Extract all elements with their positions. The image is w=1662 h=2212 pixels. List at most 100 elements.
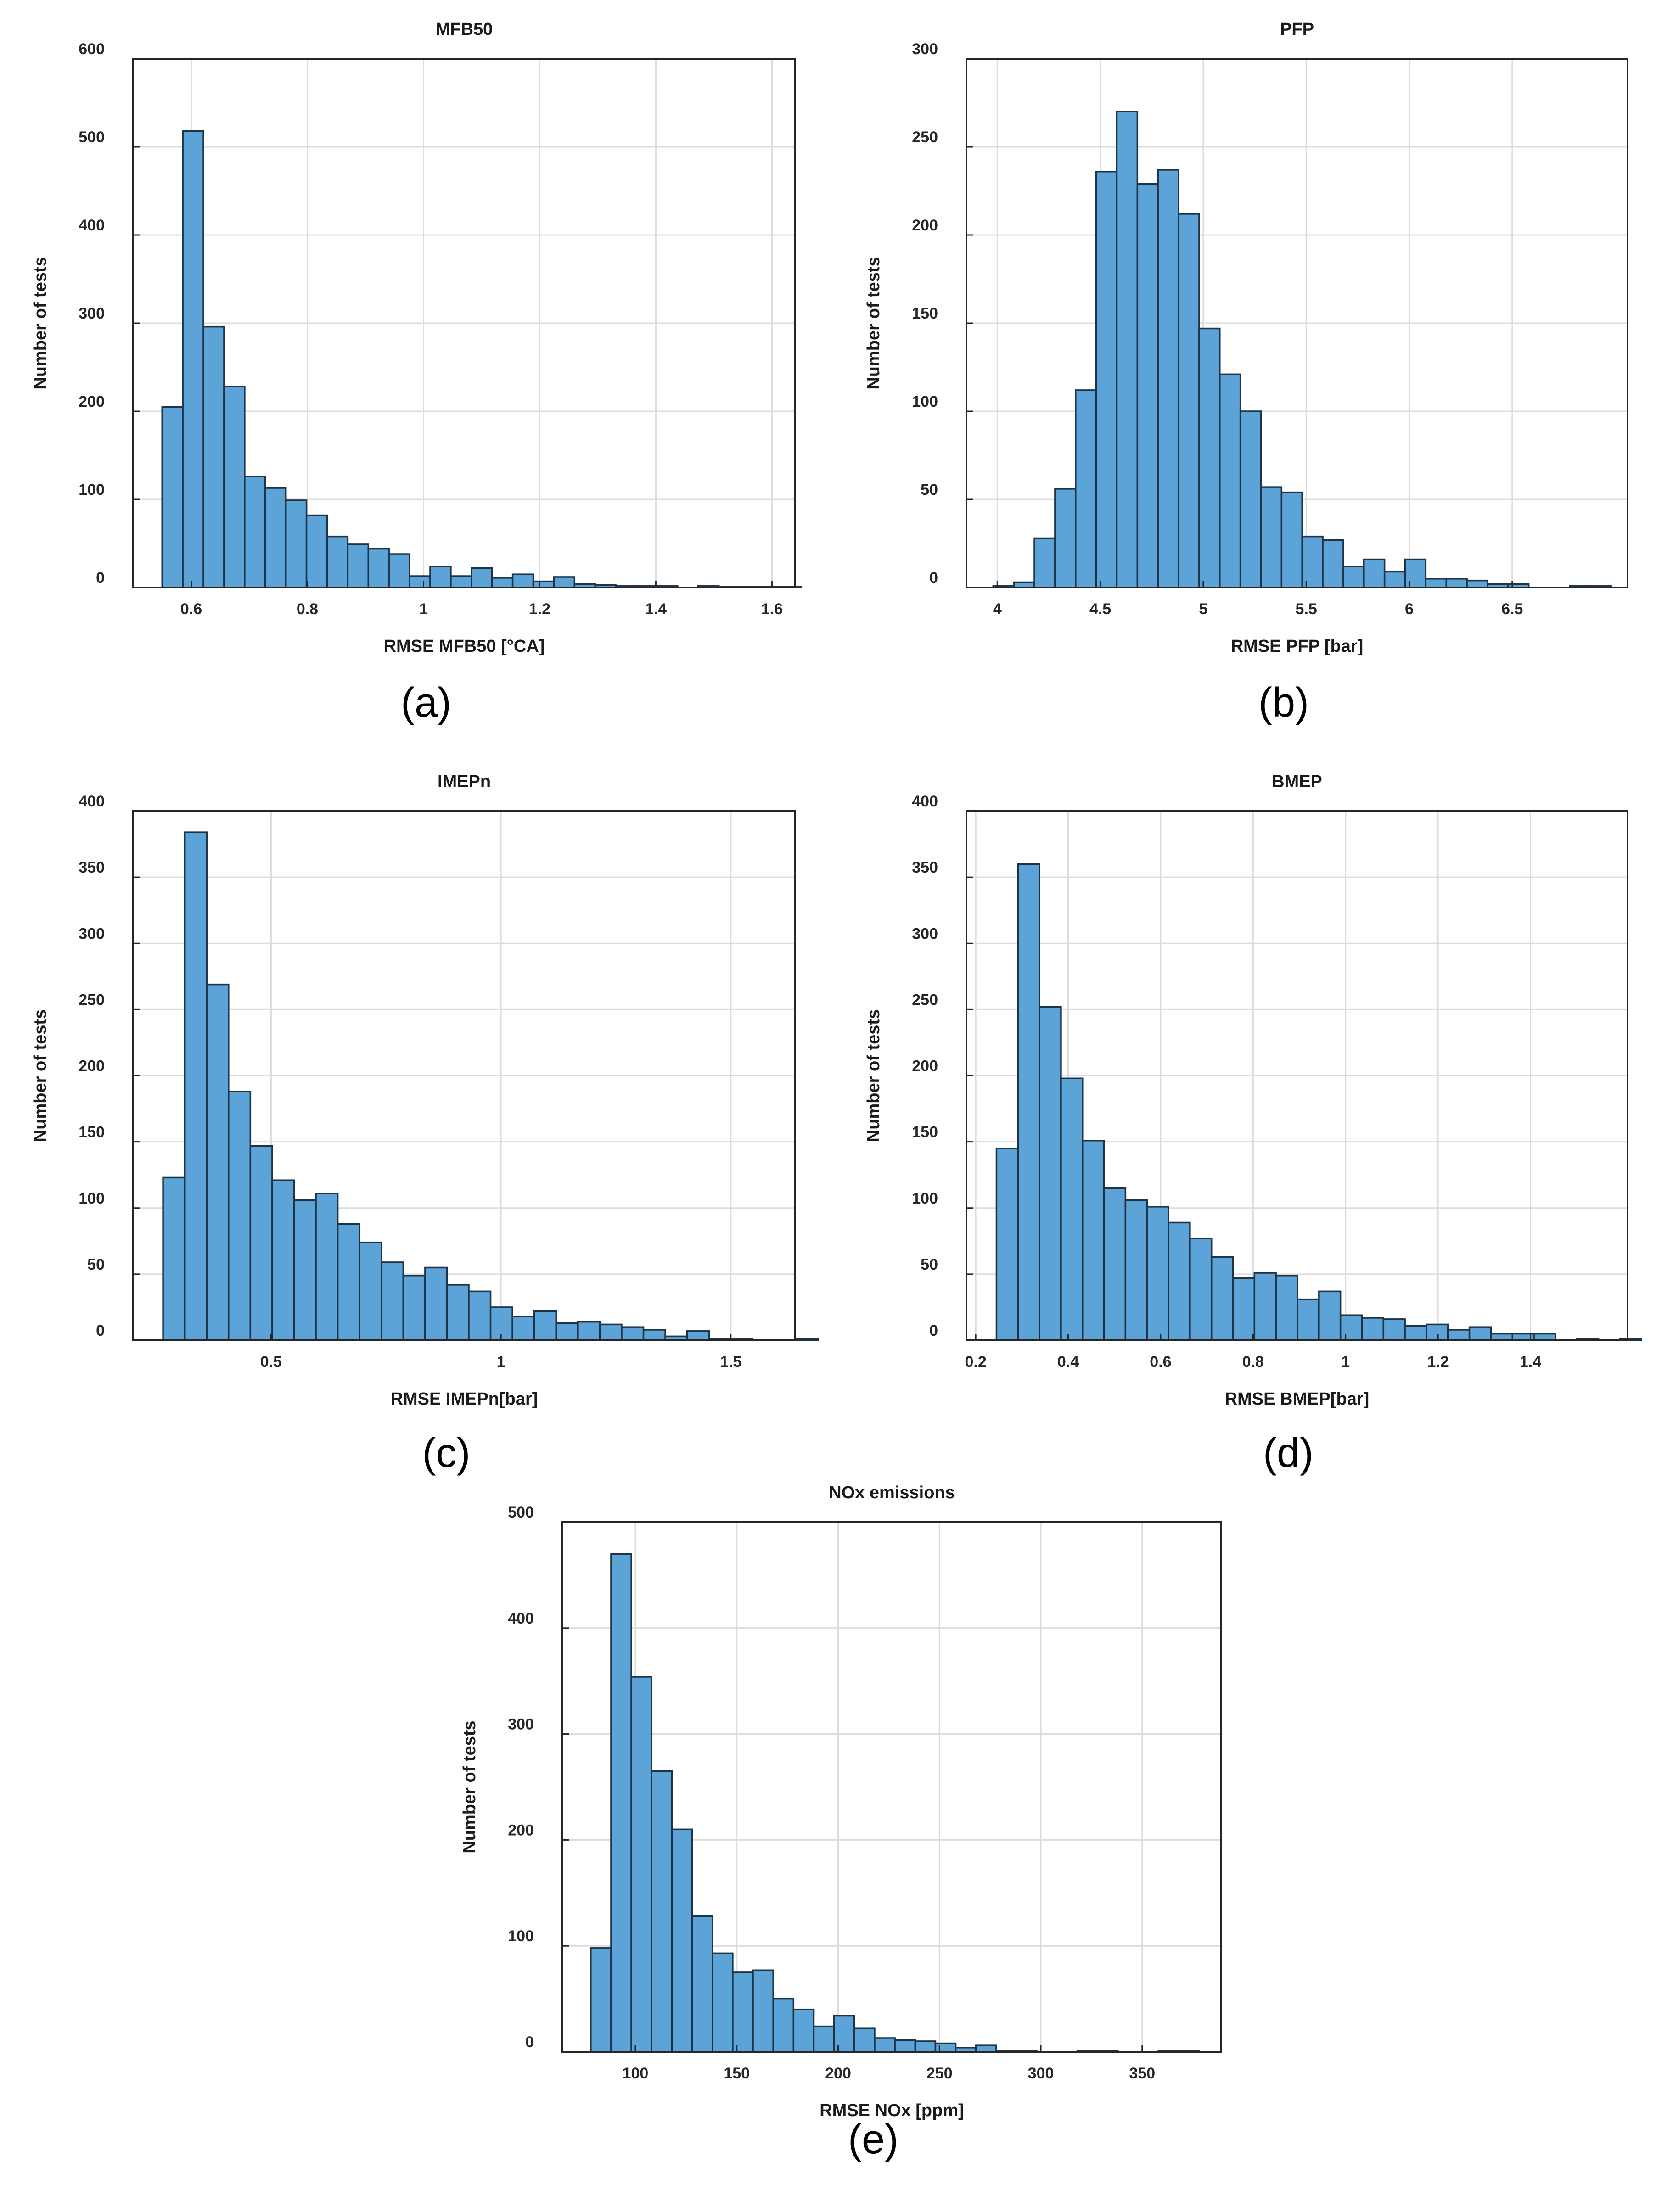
mfb50-xlabel: RMSE MFB50 [°CA]: [384, 637, 545, 656]
bmep-bar-8: [1168, 1221, 1191, 1341]
mfb50-bar-13: [429, 566, 452, 588]
imepn-ytick-label-0: 0: [96, 1322, 105, 1339]
pfp-title: PFP: [1280, 20, 1314, 39]
bmep-xtick-label-1: 0.4: [1057, 1353, 1079, 1371]
nox-bar-19: [975, 2044, 997, 2053]
bmep-ytick-label-3: 150: [912, 1124, 938, 1141]
bmep-xtick-label-0: 0.2: [965, 1353, 987, 1371]
bmep-xtick-label-6: 1.4: [1520, 1353, 1541, 1371]
caption-c: (c): [422, 1430, 471, 1476]
imepn-xtick-label-0: 0.5: [260, 1353, 282, 1371]
imepn-bar-21: [621, 1326, 645, 1341]
pfp-xtick-label-3: 5.5: [1296, 600, 1317, 618]
nox-bar-13: [853, 2027, 876, 2053]
nox-ytick-label-4: 400: [508, 1610, 534, 1627]
pfp-bar-13: [1260, 486, 1283, 588]
bmep-ytick-label-1: 50: [921, 1256, 938, 1273]
nox-bar-3: [651, 1770, 673, 2053]
nox-xtick-label-1: 150: [724, 2065, 750, 2082]
caption-a: (a): [401, 680, 451, 726]
nox-ytick-label-0: 0: [525, 2033, 534, 2051]
pfp-bar-16: [1322, 539, 1344, 588]
imepn-bar-10: [381, 1261, 404, 1341]
caption-b: (b): [1258, 680, 1309, 726]
imepn-ytick-label-4: 200: [79, 1058, 105, 1075]
pfp-xtick-label-5: 6.5: [1501, 600, 1523, 618]
mfb50-xtick-label-3: 1.2: [529, 600, 550, 618]
bmep-bar-1: [1017, 863, 1040, 1341]
mfb50-bar-15: [471, 567, 493, 588]
bmep-ytick-label-2: 100: [912, 1190, 938, 1207]
bmep-bar-11: [1232, 1277, 1256, 1341]
pfp-bar-2: [1033, 537, 1056, 588]
nox-bar-12: [833, 2015, 855, 2053]
imepn-ytick-label-7: 350: [79, 859, 105, 876]
imepn-xtick-label-2: 1.5: [720, 1353, 741, 1371]
bmep-xtick-label-4: 1: [1341, 1353, 1350, 1371]
imepn-ytick-label-6: 300: [79, 925, 105, 942]
nox-bar-5: [691, 1915, 713, 2053]
mfb50-ytick-label-3: 300: [79, 305, 105, 322]
nox-bar-0: [590, 1947, 612, 2053]
mfb50-bar-10: [367, 548, 390, 588]
imepn-bar-13: [446, 1284, 470, 1341]
mfb50-xtick-label-1: 0.8: [297, 600, 318, 618]
mfb50-ytick-label-1: 100: [79, 481, 105, 498]
pfp-ylabel: Number of tests: [864, 257, 883, 389]
bmep-xtick-label-5: 1.2: [1427, 1353, 1449, 1371]
bmep-bar-6: [1124, 1199, 1148, 1341]
mfb50-ytick-label-5: 500: [79, 129, 105, 146]
bmep-ytick-label-4: 200: [912, 1058, 938, 1075]
pfp-xtick-label-4: 6: [1405, 600, 1414, 618]
nox-bar-15: [894, 2039, 916, 2053]
mfb50-xtick-label-0: 0.6: [180, 600, 202, 618]
mfb50-ytick-label-6: 600: [79, 40, 105, 58]
imepn-bar-20: [599, 1323, 623, 1341]
bmep-ytick-label-0: 0: [929, 1322, 938, 1339]
bmep-xtick-label-2: 0.6: [1150, 1353, 1171, 1371]
bmep-xlabel: RMSE BMEP[bar]: [1225, 1389, 1370, 1409]
imepn-bar-11: [402, 1275, 426, 1341]
bmep-bar-10: [1210, 1256, 1234, 1341]
pfp-ytick-label-2: 100: [912, 393, 938, 410]
imepn-ytick-label-5: 250: [79, 991, 105, 1008]
nox-bar-14: [874, 2037, 896, 2053]
nox-axes-box: [561, 1521, 1222, 2053]
imepn-title: IMEPn: [438, 772, 491, 791]
mfb50-xtick-label-4: 1.4: [645, 600, 667, 618]
imepn-ytick-label-2: 100: [79, 1190, 105, 1207]
mfb50-ylabel: Number of tests: [31, 257, 50, 389]
imepn-bar-8: [337, 1223, 360, 1341]
mfb50-xtick-label-2: 1: [419, 600, 428, 618]
nox-ytick-label-5: 500: [508, 1504, 534, 1521]
imepn-bar-4: [249, 1145, 273, 1341]
nox-xtick-label-2: 200: [825, 2065, 851, 2082]
imepn-bar-12: [424, 1266, 448, 1341]
nox-bar-1: [610, 1553, 632, 2053]
bmep-ytick-label-5: 250: [912, 991, 938, 1008]
pfp-bar-17: [1342, 566, 1365, 588]
nox-bar-2: [630, 1676, 653, 2053]
imepn-bar-2: [206, 983, 230, 1341]
nox-bar-4: [671, 1828, 693, 2053]
pfp-bar-4: [1075, 389, 1097, 588]
mfb50-bar-8: [326, 535, 349, 588]
nox-xtick-label-5: 350: [1129, 2065, 1155, 2082]
bmep-bar-0: [995, 1148, 1019, 1341]
pfp-xtick-label-1: 4.5: [1089, 600, 1111, 618]
pfp-bar-12: [1239, 410, 1262, 588]
imepn-ylabel: Number of tests: [31, 1009, 50, 1142]
nox-bar-9: [772, 1998, 795, 2053]
nox-ytick-label-1: 100: [508, 1927, 534, 1945]
imepn-ytick-label-3: 150: [79, 1124, 105, 1141]
pfp-xlabel: RMSE PFP [bar]: [1231, 637, 1364, 656]
caption-d: (d): [1263, 1430, 1314, 1476]
mfb50-ytick-label-4: 400: [79, 217, 105, 234]
bmep-bar-18: [1382, 1318, 1406, 1341]
imepn-xtick-label-1: 1: [497, 1353, 505, 1371]
